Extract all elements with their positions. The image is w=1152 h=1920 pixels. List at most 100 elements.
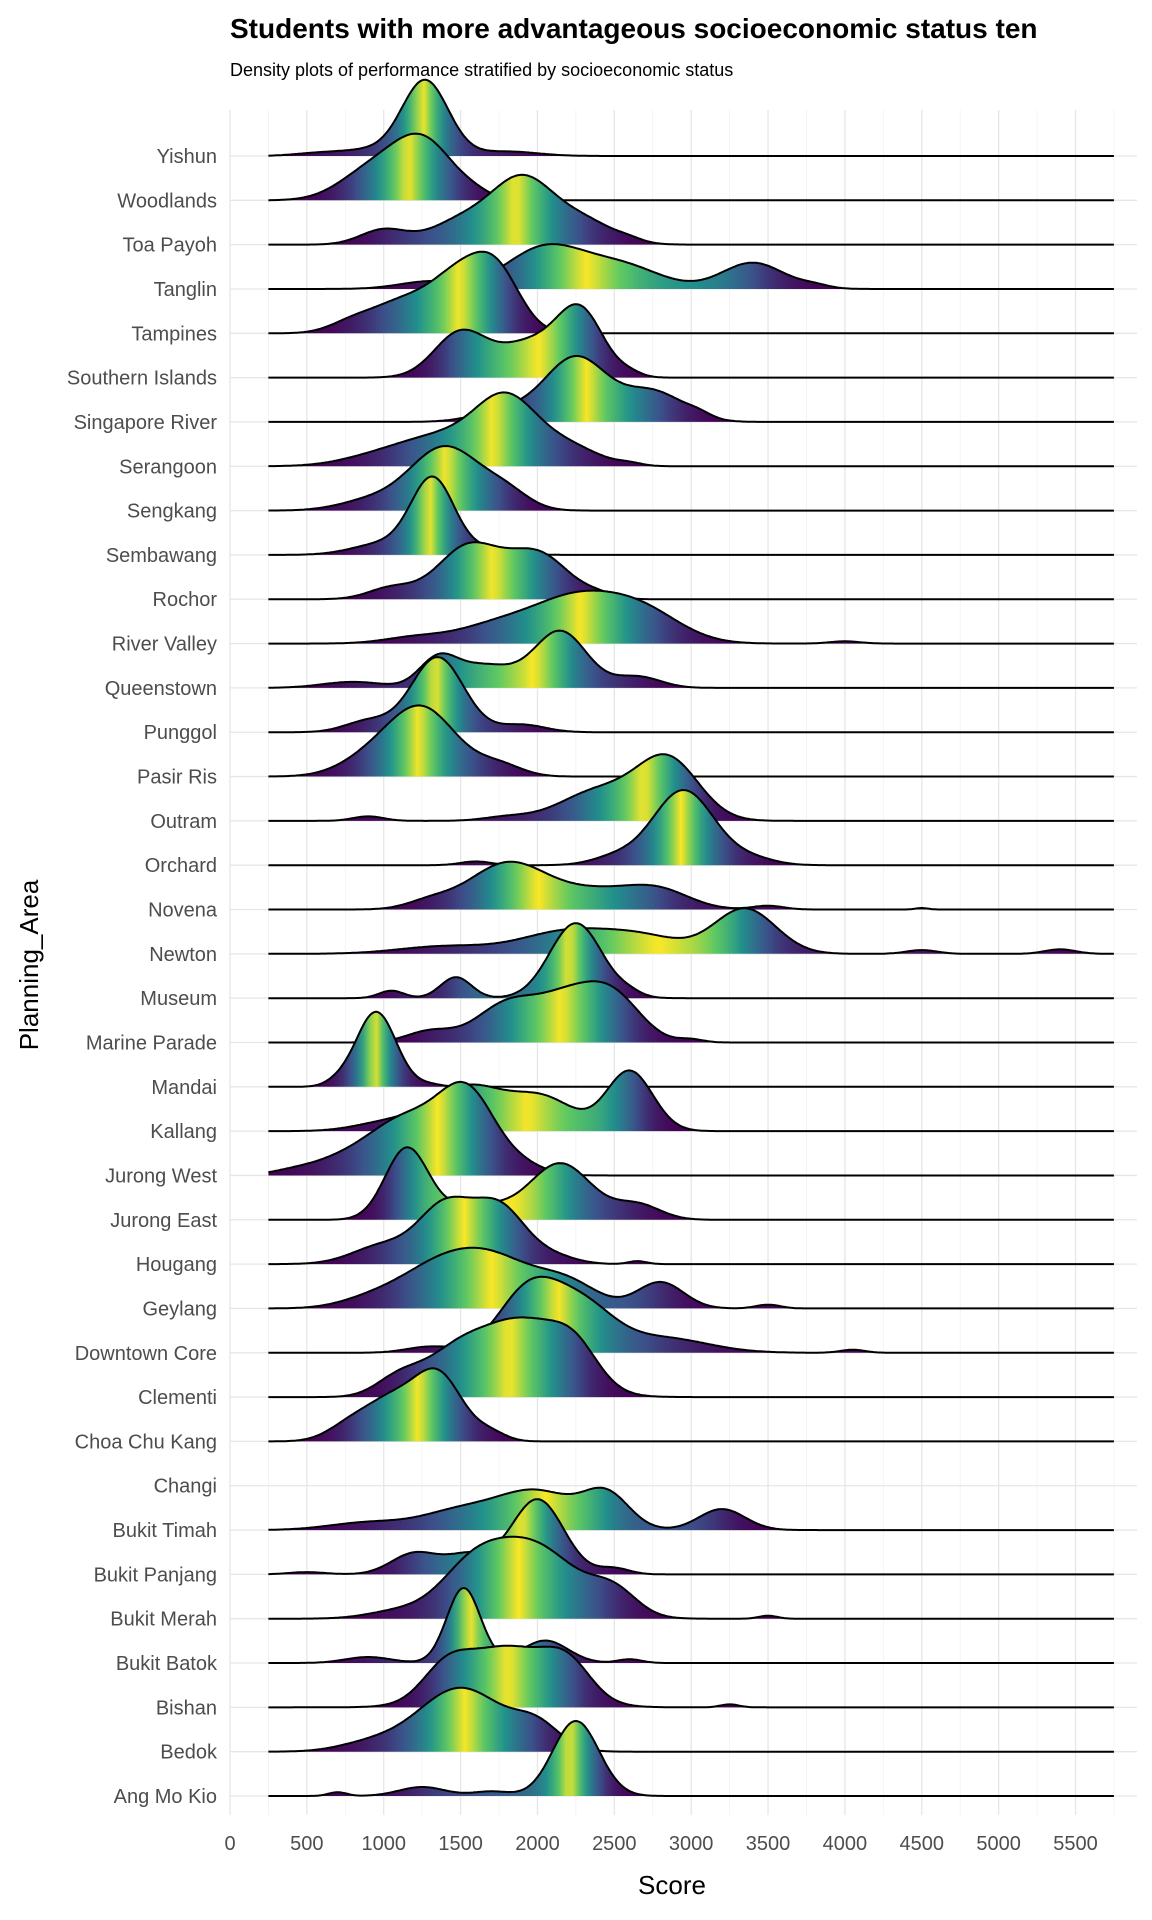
ridge-outline xyxy=(268,907,1114,955)
x-axis-title: Score xyxy=(638,1870,706,1900)
y-tick-label: Downtown Core xyxy=(75,1343,217,1365)
y-tick-labels: Yishun Woodlands Toa Payoh Tanglin Tampines S… xyxy=(67,146,218,1808)
ridge-outline xyxy=(268,1535,1114,1620)
ridge-novena xyxy=(268,860,1114,911)
ridge-fill xyxy=(268,356,1114,422)
y-tick-label: Sembawang xyxy=(106,545,217,567)
ridge-outline xyxy=(268,1498,1114,1576)
ridge-fill xyxy=(268,251,1114,334)
x-tick-label: 5500 xyxy=(1053,1833,1098,1855)
ridge-sembawang xyxy=(268,475,1114,556)
ridge-outline xyxy=(268,444,1114,512)
ridge-fill xyxy=(268,590,1114,644)
y-tick-label: Kallang xyxy=(150,1121,217,1143)
x-tick-label: 500 xyxy=(290,1833,323,1855)
ridge-fill xyxy=(268,476,1114,555)
y-tick-label: Changi xyxy=(154,1476,217,1498)
ridge-outline xyxy=(268,78,1114,157)
ridge-ang-mo-kio xyxy=(268,1719,1114,1797)
y-tick-label: Queenstown xyxy=(105,678,217,700)
y-tick-label: Singapore River xyxy=(74,412,218,434)
y-tick-label: Punggol xyxy=(144,722,217,744)
ridge-fill xyxy=(268,1368,1114,1442)
ridge-fill xyxy=(268,754,1114,821)
ridge-fill xyxy=(268,392,1114,467)
ridge-outline xyxy=(268,656,1114,734)
ridge-bedok xyxy=(268,1686,1114,1753)
ridge-outline xyxy=(268,980,1114,1044)
ridge-river-valley xyxy=(268,589,1114,645)
ridge-outline xyxy=(268,1010,1114,1088)
ridge-fill xyxy=(268,446,1114,511)
ridge-bukit-timah xyxy=(268,1486,1114,1532)
ridge-outline xyxy=(268,629,1114,689)
ridge-toa-payoh xyxy=(268,173,1114,246)
y-tick-label: Orchard xyxy=(145,855,217,877)
ridge-jurong-west xyxy=(268,1080,1114,1177)
y-tick-label: Rochor xyxy=(153,589,218,611)
ridge-fill xyxy=(268,705,1114,777)
ridge-outline xyxy=(268,1275,1114,1354)
ridge-fill xyxy=(268,657,1114,733)
ridge-mandai xyxy=(268,1010,1114,1088)
y-tick-label: Pasir Ris xyxy=(137,767,217,789)
y-tick-label: Tampines xyxy=(131,323,217,345)
y-tick-label: Geylang xyxy=(143,1298,218,1320)
ridge-outram xyxy=(268,753,1114,822)
ridge-fill xyxy=(268,133,1114,201)
ridge-museum xyxy=(268,922,1114,1000)
x-tick-label: 3500 xyxy=(746,1833,791,1855)
x-tick-label: 3000 xyxy=(669,1833,714,1855)
ridge-fill xyxy=(268,542,1114,600)
ridges xyxy=(268,78,1114,1797)
ridge-outline xyxy=(268,1587,1114,1664)
ridge-fill xyxy=(268,1536,1114,1619)
ridge-outline xyxy=(268,132,1114,202)
ridge-sengkang xyxy=(268,444,1114,512)
ridge-serangoon xyxy=(268,391,1114,468)
ridge-fill xyxy=(268,1687,1114,1752)
chart-title: Students with more advantageous socioeco… xyxy=(230,13,1038,44)
y-tick-label: Choa Chu Kang xyxy=(75,1431,217,1453)
ridge-queenstown xyxy=(268,629,1114,689)
ridge-fill xyxy=(268,1247,1114,1309)
x-tick-labels: 0 500 1000 1500 2000 2500 3000 3500 4000 4500 5000… xyxy=(224,1833,1097,1855)
ridge-outline xyxy=(268,173,1114,246)
x-tick-label: 5000 xyxy=(976,1833,1021,1855)
ridge-fill xyxy=(268,1588,1114,1663)
ridge-fill xyxy=(268,981,1114,1043)
x-tick-label: 2500 xyxy=(592,1833,637,1855)
y-tick-label: Serangoon xyxy=(119,456,217,478)
ridge-fill xyxy=(268,304,1114,378)
ridge-tampines xyxy=(268,250,1114,335)
ridge-outline xyxy=(268,922,1114,1000)
ridge-jurong-east xyxy=(268,1146,1114,1221)
ridge-bukit-batok xyxy=(268,1587,1114,1664)
ridge-fill xyxy=(268,908,1114,954)
ridge-downtown-core xyxy=(268,1275,1114,1354)
y-tick-label: Clementi xyxy=(138,1387,217,1409)
ridge-singapore-river xyxy=(268,355,1114,423)
ridge-fill xyxy=(268,174,1114,245)
x-tick-label: 2000 xyxy=(515,1833,560,1855)
ridge-woodlands xyxy=(268,132,1114,202)
y-tick-label: Jurong West xyxy=(105,1165,217,1187)
ridge-fill xyxy=(268,630,1114,688)
ridge-outline xyxy=(268,541,1114,601)
ridge-outline xyxy=(268,753,1114,822)
y-tick-label: River Valley xyxy=(112,634,217,656)
x-tick-label: 4500 xyxy=(900,1833,945,1855)
ridge-punggol xyxy=(268,656,1114,734)
ridge-choa-chu-kang xyxy=(268,1367,1114,1443)
y-tick-label: Bedok xyxy=(160,1742,218,1764)
ridge-bukit-merah xyxy=(268,1535,1114,1620)
y-tick-label: Tanglin xyxy=(154,279,217,301)
ridge-orchard xyxy=(268,789,1114,867)
y-tick-label: Bukit Panjang xyxy=(94,1564,217,1586)
ridge-outline xyxy=(268,1146,1114,1221)
y-tick-label: Southern Islands xyxy=(67,368,217,390)
ridge-outline xyxy=(268,355,1114,423)
ridge-outline xyxy=(268,1644,1114,1709)
chart-subtitle: Density plots of performance stratified … xyxy=(230,60,733,80)
